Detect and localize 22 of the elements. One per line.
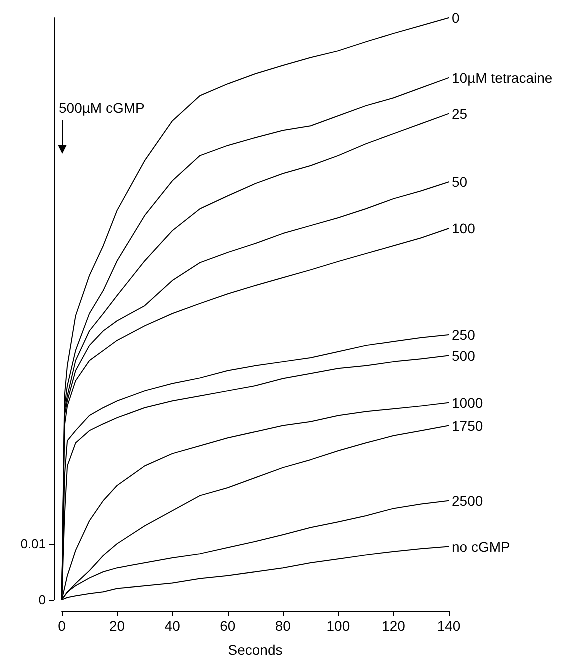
x-tick-label: 80 — [275, 618, 292, 634]
x-axis-title: Seconds — [228, 642, 283, 658]
x-tick-label: 100 — [326, 618, 350, 634]
x-tick-label: 40 — [164, 618, 181, 634]
series-label: 100 — [452, 220, 476, 237]
x-tick-label: 140 — [437, 618, 461, 634]
series-label: 0 — [452, 10, 460, 26]
x-tick-label: 120 — [382, 618, 406, 634]
annotation: 500µM cGMP — [59, 100, 145, 116]
x-tick-label: 0 — [58, 618, 66, 634]
y-tick-label: 0.01 — [20, 536, 46, 552]
series-label: 1000 — [452, 394, 484, 411]
x-tick-label: 60 — [220, 618, 236, 634]
series-label: 500 — [452, 348, 476, 364]
series-label: 50 — [452, 174, 468, 190]
x-tick-label: 20 — [109, 618, 126, 634]
series-label: 10µM tetracaine — [452, 70, 553, 86]
series-label: 2500 — [452, 492, 484, 509]
series-label: 25 — [452, 106, 468, 122]
series-label: 1750 — [452, 418, 484, 434]
series-label: 250 — [452, 327, 476, 344]
series-label: no cGMP — [452, 538, 510, 555]
